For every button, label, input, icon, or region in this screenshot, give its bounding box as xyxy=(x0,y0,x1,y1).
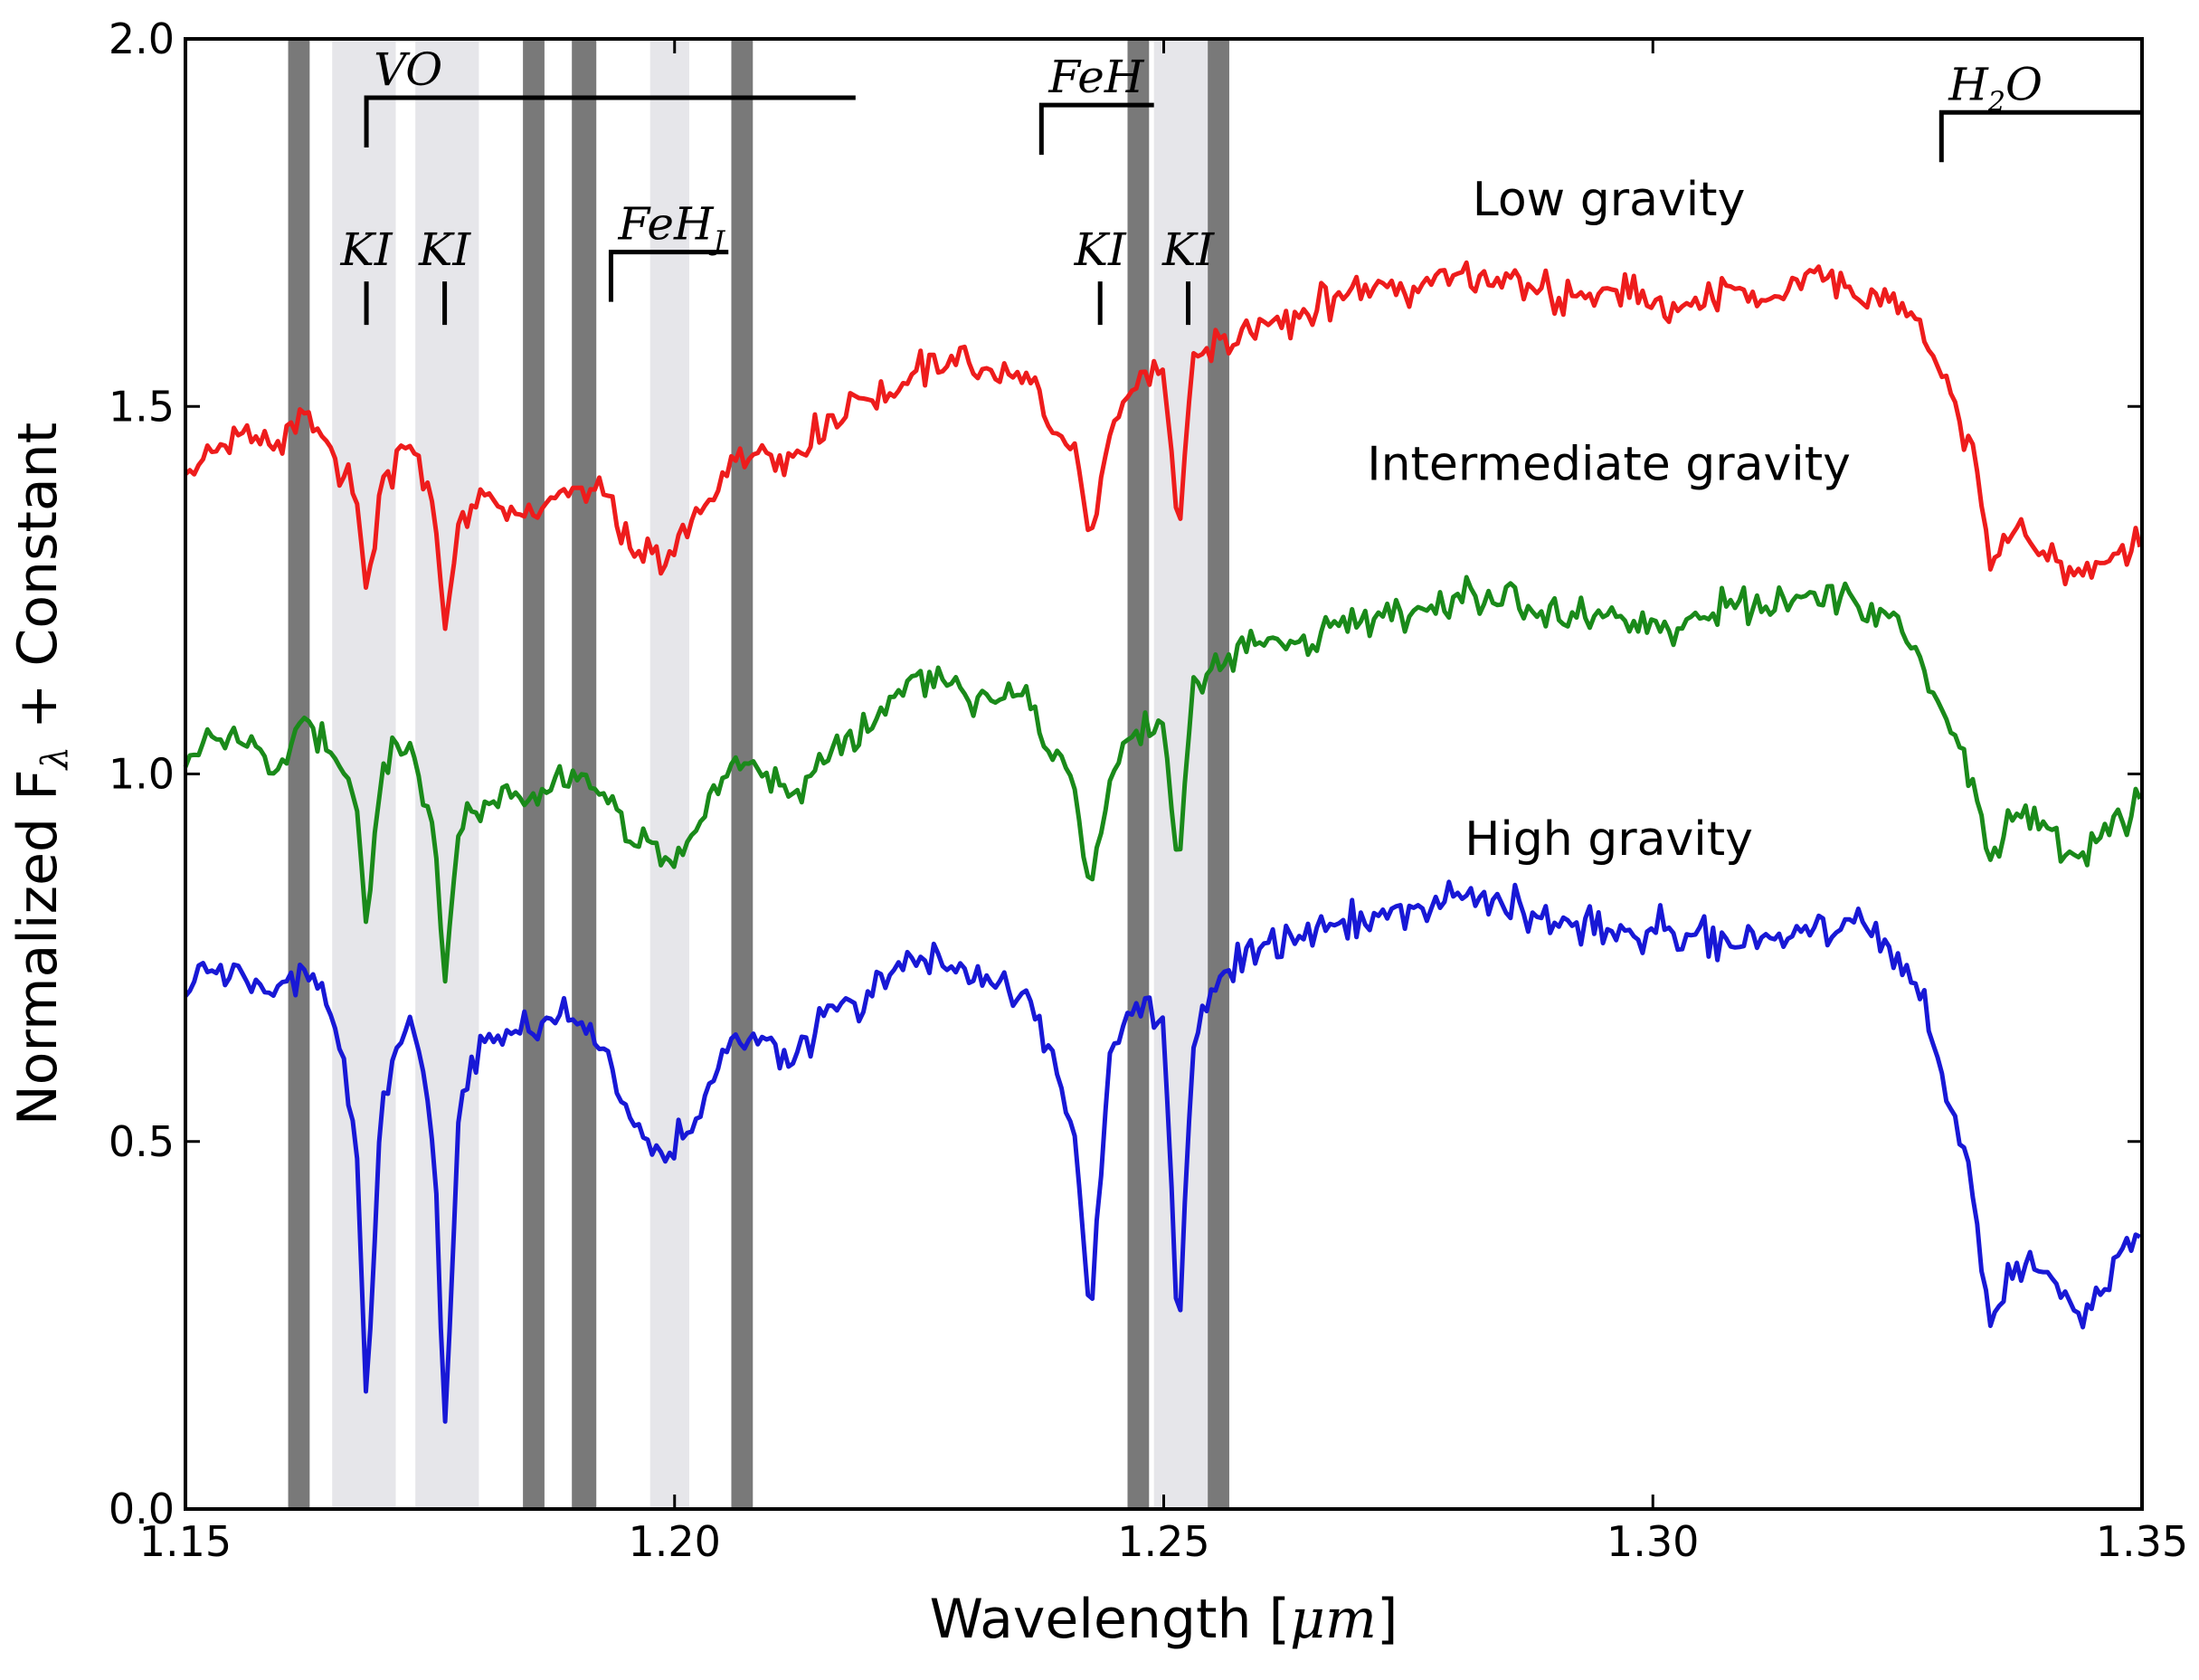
feature-label-sub: 2 xyxy=(1987,86,2005,118)
feature-label: FeH xyxy=(1047,51,1145,103)
ki-marker-label: KI xyxy=(1161,223,1215,276)
series-labels: Low gravity Intermediate gravity High grav… xyxy=(1367,173,1851,867)
light-band xyxy=(415,39,479,1509)
series-line xyxy=(183,574,2143,984)
y-tick-label: 2.0 xyxy=(109,14,175,63)
dark-band xyxy=(288,39,310,1509)
x-axis-title-close: ] xyxy=(1377,1588,1398,1651)
feature-label-main: H xyxy=(1948,58,1989,110)
y-tick-label: 0.0 xyxy=(109,1485,175,1533)
feature-bracket xyxy=(1038,102,1154,156)
series-annotation: High gravity xyxy=(1464,812,1753,867)
ki-marker-label: KI xyxy=(418,223,471,276)
y-axis-title-rest: + Constant xyxy=(6,422,70,746)
y-axis-title: Normalized Fλ + Constant xyxy=(6,422,76,1125)
feature-bracket xyxy=(364,95,856,147)
dark-band xyxy=(731,39,754,1509)
dark-band xyxy=(1208,39,1229,1509)
dark-band xyxy=(523,39,545,1509)
feature-label: FeHJ xyxy=(617,198,725,258)
feature-bracket xyxy=(608,250,729,302)
light-band xyxy=(649,39,689,1509)
feature-label-main: FeH xyxy=(1047,51,1145,103)
dark-band xyxy=(1127,39,1150,1509)
x-axis-title-unit: μm xyxy=(1290,1588,1377,1651)
dark-bands xyxy=(288,39,1229,1509)
series-line xyxy=(184,260,2143,631)
y-axis-title-text: Normalized F xyxy=(6,769,70,1125)
y-axis-title-sub: λ xyxy=(34,746,76,771)
x-axis-title: Wavelength [μm] xyxy=(930,1588,1398,1651)
x-tick-label: 1.35 xyxy=(2096,1517,2188,1566)
x-tick-label: 1.20 xyxy=(629,1517,721,1566)
y-tick-label: 0.5 xyxy=(109,1117,175,1166)
feature-label: VO xyxy=(374,43,442,96)
feature-label-rest: O xyxy=(2005,58,2043,110)
x-tick-label: 1.30 xyxy=(1607,1517,1699,1566)
feature-label-main: VO xyxy=(374,43,442,96)
x-tick-label: 1.25 xyxy=(1117,1517,1209,1566)
series-layer xyxy=(183,260,2143,1424)
x-tick-label: 1.15 xyxy=(139,1517,232,1566)
feature-label-main: FeH xyxy=(617,198,715,251)
x-axis-title-text: Wavelength [ xyxy=(930,1588,1290,1651)
series-annotation: Intermediate gravity xyxy=(1367,438,1851,492)
y-tick-label: 1.5 xyxy=(109,382,175,431)
axis-ticks: 1.15 1.20 1.25 1.30 1.35 0.0 0.5 1.0 1.5 2.0 xyxy=(109,14,2188,1566)
series-annotation: Low gravity xyxy=(1473,173,1746,227)
feature-bracket xyxy=(1938,109,2142,163)
series-line xyxy=(184,879,2141,1424)
ki-marker-label: KI xyxy=(340,223,393,276)
feature-label: H2O xyxy=(1948,58,2043,118)
y-tick-label: 1.0 xyxy=(109,750,175,799)
ki-marker-label: KI xyxy=(1074,223,1127,276)
